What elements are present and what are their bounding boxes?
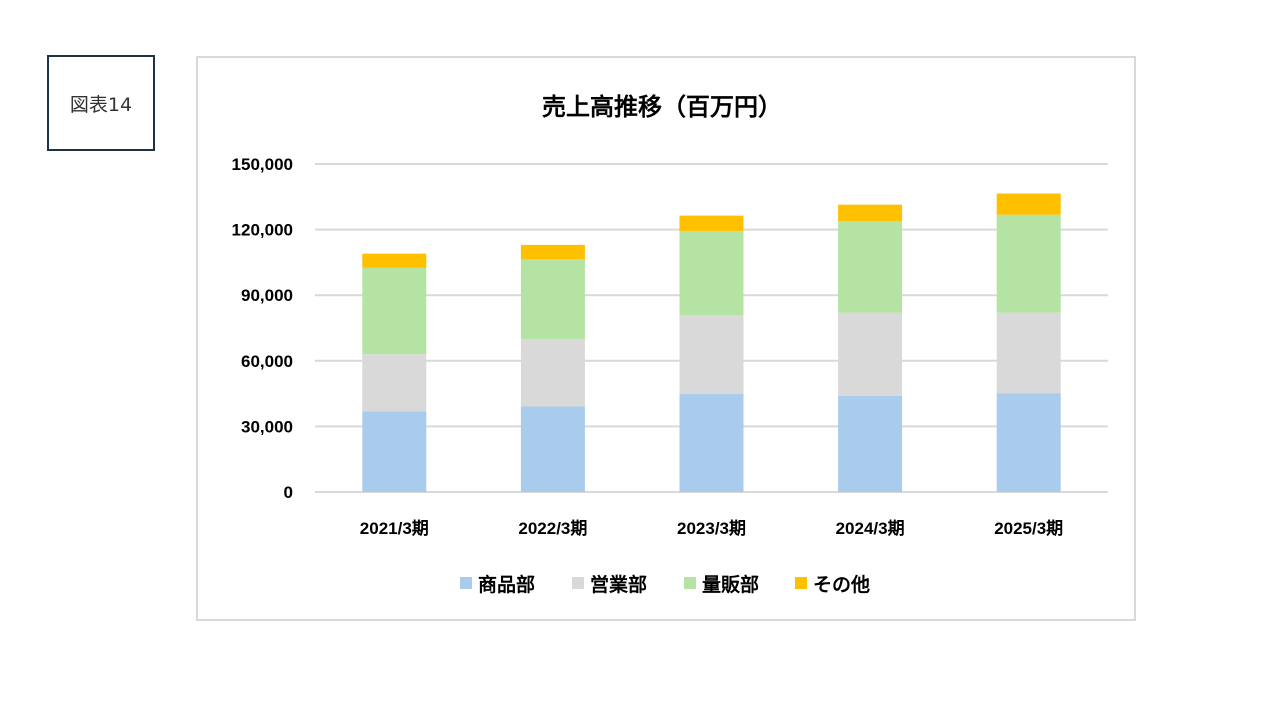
bar-segment-3 [362,267,427,355]
x-tick-label: 2024/3期 [836,519,905,538]
bar-segment-1 [679,394,744,492]
y-tick-label: 30,000 [241,417,293,436]
bar-segment-1 [838,395,903,492]
x-tick-label: 2025/3期 [994,519,1063,538]
bar-segment-3 [679,230,744,316]
legend-swatch [572,577,584,589]
bar-segment-2 [362,354,427,412]
figure-label: 図表14 [47,55,155,151]
bar-segment-4 [679,215,744,231]
y-tick-label: 0 [284,483,293,502]
bar-segment-4 [520,244,585,260]
legend-label: 量販部 [702,573,759,596]
x-tick-label: 2023/3期 [677,519,746,538]
bar-segment-2 [520,338,585,407]
bars [362,193,1061,492]
bar-segment-2 [996,312,1061,394]
bar-segment-4 [362,253,427,268]
y-tick-label: 90,000 [241,286,293,305]
x-axis-tick-labels: 2021/3期 2022/3期 2023/3期 2024/3期 2025/3期 [360,519,1063,538]
bar-segment-4 [838,204,903,222]
bar-segment-2 [679,315,744,395]
bar-segment-1 [996,393,1061,492]
legend-swatch [795,577,807,589]
legend-label: 営業部 [590,573,647,596]
y-tick-label: 60,000 [241,352,293,371]
x-tick-label: 2022/3期 [518,519,587,538]
x-tick-label: 2021/3期 [360,519,429,538]
chart-title: 売上高推移（百万円） [542,93,782,121]
bar-segment-3 [838,221,903,313]
chart-frame: 売上高推移（百万円） 0 30,000 60,000 90,000 120,000 150… [196,56,1136,621]
legend-swatch [684,577,696,589]
legend-label: 商品部 [478,573,535,596]
bar-segment-1 [520,406,585,492]
bar-segment-3 [520,259,585,339]
figure-label-text: 図表14 [69,93,133,116]
stacked-bar-chart: 売上高推移（百万円） 0 30,000 60,000 90,000 120,000 150… [232,93,1108,596]
y-axis-tick-labels: 0 30,000 60,000 90,000 120,000 150,000 [232,155,293,502]
bar-segment-2 [838,312,903,396]
legend-label: その他 [813,573,870,596]
bar-segment-3 [996,214,1061,313]
y-tick-label: 150,000 [232,155,293,174]
bar-segment-4 [996,193,1061,215]
legend-swatch [460,577,472,589]
legend: 商品部 営業部 量販部 その他 [460,573,870,596]
y-tick-label: 120,000 [232,221,293,240]
bar-segment-1 [362,411,427,492]
